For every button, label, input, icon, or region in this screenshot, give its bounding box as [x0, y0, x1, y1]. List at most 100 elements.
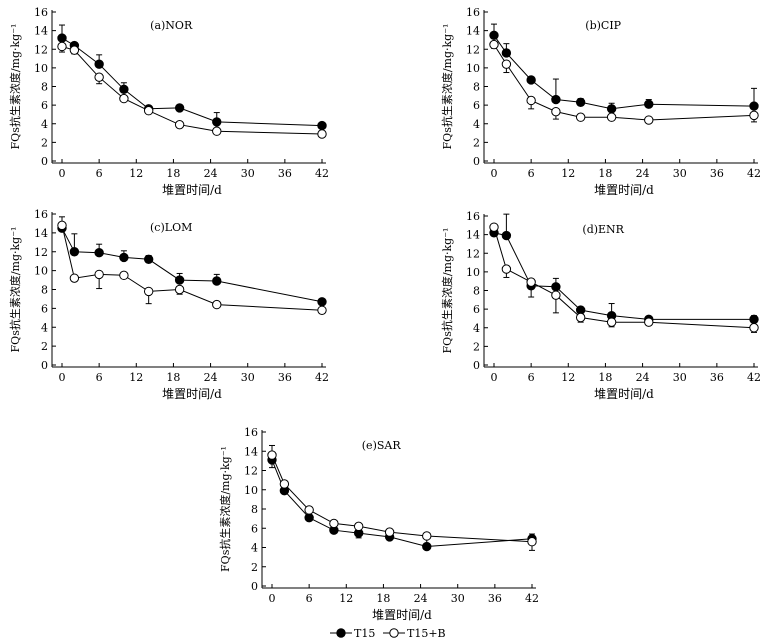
legend-t15b-label: T15+B [407, 627, 446, 640]
data-point [69, 45, 80, 55]
y-tick-label: 12 [466, 247, 480, 260]
data-point [304, 505, 314, 515]
x-tick-label: 30 [673, 167, 687, 180]
legend: T15 T15+B [330, 627, 446, 640]
data-point [317, 129, 327, 139]
data-point [749, 323, 759, 333]
x-tick-label: 24 [636, 371, 650, 384]
data-point [575, 97, 586, 108]
x-tick-label: 12 [129, 167, 143, 180]
y-tick-label: 14 [34, 227, 48, 240]
series-line [61, 227, 323, 303]
x-tick-label: 6 [96, 371, 103, 384]
data-point [644, 99, 654, 109]
x-tick-label: 0 [491, 167, 498, 180]
series-t15 [489, 23, 759, 114]
y-tick-label: 4 [473, 118, 480, 131]
series-line [61, 46, 323, 135]
x-tick-label: 18 [166, 167, 180, 180]
x-tick-label: 36 [278, 371, 292, 384]
data-point [304, 512, 314, 523]
data-point [575, 112, 586, 122]
y-tick-label: 8 [41, 284, 48, 297]
y-axis-label: FQs抗生素浓度/mg·kg⁻¹ [8, 227, 22, 353]
data-point [212, 117, 222, 127]
x-tick-label: 42 [315, 371, 329, 384]
x-tick-label: 0 [269, 592, 276, 605]
data-point [119, 252, 129, 263]
series-t15b [489, 39, 759, 125]
data-point [143, 106, 154, 116]
data-point [212, 276, 222, 286]
x-tick-label: 36 [710, 371, 724, 384]
chart-title: (b)CIP [585, 19, 621, 32]
x-tick-label: 0 [491, 371, 498, 384]
y-tick-label: 14 [244, 445, 258, 458]
y-tick-label: 0 [473, 359, 480, 372]
data-point [606, 112, 617, 122]
data-point [57, 220, 67, 231]
x-tick-label: 24 [414, 592, 428, 605]
data-point [279, 479, 290, 489]
data-point [119, 84, 129, 94]
y-tick-label: 14 [34, 25, 48, 38]
x-tick-label: 12 [129, 371, 143, 384]
y-tick-label: 0 [251, 580, 258, 593]
data-point [174, 284, 185, 295]
data-point [489, 39, 499, 50]
x-tick-label: 6 [528, 167, 535, 180]
data-point [551, 282, 561, 292]
data-point [94, 72, 104, 82]
data-point [212, 299, 222, 310]
data-point [174, 119, 185, 130]
x-axis-label: 堆置时间/d [372, 608, 432, 622]
chart-title: (e)SAR [362, 439, 402, 452]
chart-title: (a)NOR [150, 19, 193, 32]
x-tick-label: 0 [59, 371, 66, 384]
y-tick-label: 6 [473, 99, 480, 112]
x-axis-label: 堆置时间/d [594, 183, 654, 197]
series-t15b [489, 222, 759, 333]
y-axis-label: FQs抗生素浓度/mg·kg⁻¹ [8, 24, 22, 150]
data-point [749, 314, 759, 325]
y-tick-label: 6 [251, 522, 258, 535]
x-tick-label: 12 [339, 592, 353, 605]
data-point [94, 247, 104, 258]
legend-t15-label: T15 [354, 627, 375, 640]
y-tick-label: 14 [466, 25, 480, 38]
y-tick-label: 16 [466, 210, 480, 223]
data-point [94, 59, 104, 69]
data-point [69, 247, 80, 257]
y-axis-label: FQs抗生素浓度/mg·kg⁻¹ [218, 446, 232, 572]
y-tick-label: 4 [473, 322, 480, 335]
y-tick-label: 16 [34, 208, 48, 221]
y-tick-label: 12 [34, 246, 48, 259]
y-tick-label: 12 [244, 465, 258, 478]
x-tick-label: 12 [561, 167, 575, 180]
y-tick-label: 4 [251, 542, 258, 555]
data-point [143, 254, 154, 264]
data-point [212, 126, 222, 136]
chart-title: (d)ENR [582, 223, 624, 236]
data-point [267, 450, 277, 460]
x-axis-label: 堆置时间/d [594, 387, 654, 401]
x-tick-label: 36 [710, 167, 724, 180]
data-point [749, 101, 759, 111]
x-tick-label: 30 [451, 592, 465, 605]
y-tick-label: 10 [34, 265, 48, 278]
data-point [606, 317, 617, 327]
series-line [493, 232, 754, 320]
y-tick-label: 8 [251, 503, 258, 516]
y-tick-label: 10 [244, 484, 258, 497]
data-point [489, 30, 499, 40]
y-tick-label: 14 [466, 229, 480, 242]
data-point [526, 95, 536, 106]
data-point [422, 531, 432, 541]
x-tick-label: 30 [241, 371, 255, 384]
data-point [501, 264, 512, 274]
data-point [329, 518, 339, 529]
y-tick-label: 4 [41, 118, 48, 131]
